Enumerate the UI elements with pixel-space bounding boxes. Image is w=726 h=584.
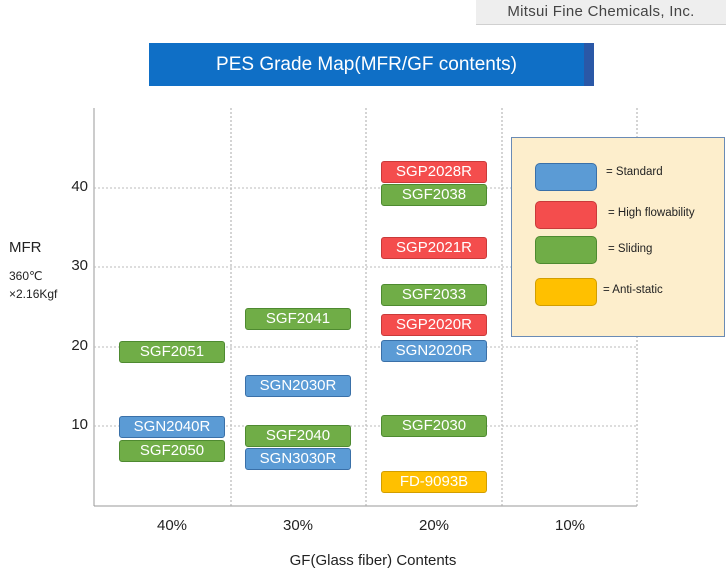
grade-sgn2020r: SGN2020R — [381, 340, 487, 362]
x-axis-title: GF(Glass fiber) Contents — [289, 552, 457, 569]
legend-label-standard: = Standard — [606, 166, 663, 178]
x-tick-label: 30% — [282, 517, 314, 534]
grade-sgp2021r: SGP2021R — [381, 237, 487, 259]
grade-sgf2030: SGF2030 — [381, 415, 487, 437]
grade-sgf2041: SGF2041 — [245, 308, 351, 330]
y-axis-subtitle-temperature: 360℃ — [9, 269, 43, 283]
y-tick-label: 20 — [71, 337, 88, 354]
legend-label-sliding: = Sliding — [608, 243, 653, 255]
legend-swatch-anti-static — [535, 278, 597, 306]
grade-sgf2040: SGF2040 — [245, 425, 351, 447]
legend-swatch-sliding — [535, 236, 597, 264]
y-tick-label: 10 — [71, 416, 88, 433]
y-axis-subtitle-load: ×2.16Kgf — [9, 287, 58, 301]
legend-swatch-high-flowability — [535, 201, 597, 229]
chart-title: PES Grade Map(MFR/GF contents) — [149, 43, 594, 86]
grade-sgn2040r: SGN2040R — [119, 416, 225, 438]
y-tick-label: 40 — [71, 178, 88, 195]
grade-sgp2028r: SGP2028R — [381, 161, 487, 183]
legend-label-anti-static: = Anti-static — [603, 284, 663, 296]
grade-sgn3030r: SGN3030R — [245, 448, 351, 470]
y-axis-title: MFR — [9, 239, 42, 256]
grade-sgf2033: SGF2033 — [381, 284, 487, 306]
y-tick-label: 30 — [71, 257, 88, 274]
grade-sgf2050: SGF2050 — [119, 440, 225, 462]
grade-fd-9093b: FD-9093B — [381, 471, 487, 493]
grade-sgp2020r: SGP2020R — [381, 314, 487, 336]
legend-label-high-flowability: = High flowability — [608, 207, 695, 219]
grade-sgf2038: SGF2038 — [381, 184, 487, 206]
x-tick-label: 20% — [418, 517, 450, 534]
legend: = Standard = High flowability = Sliding … — [511, 137, 725, 337]
grade-sgf2051: SGF2051 — [119, 341, 225, 363]
grade-sgn2030r: SGN2030R — [245, 375, 351, 397]
x-tick-label: 40% — [156, 517, 188, 534]
x-tick-label: 10% — [554, 517, 586, 534]
company-name: Mitsui Fine Chemicals, Inc. — [476, 0, 726, 25]
legend-swatch-standard — [535, 163, 597, 191]
